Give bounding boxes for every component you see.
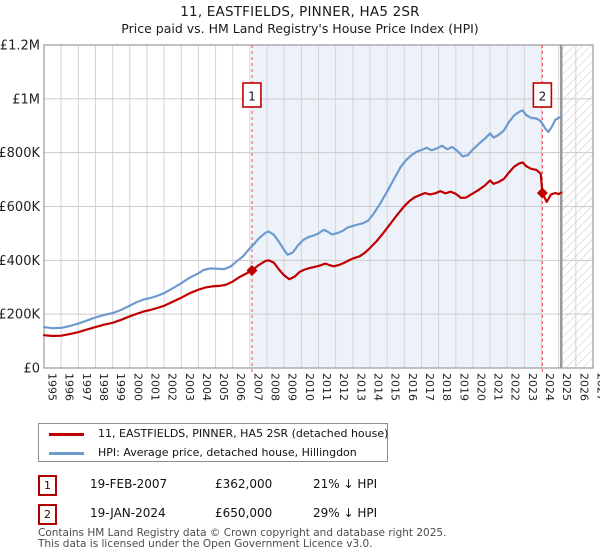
x-axis-tick-label: 2001: [148, 373, 161, 401]
legend-item-hpi: HPI: Average price, detached house, Hill…: [39, 444, 387, 462]
price-line: [42, 161, 563, 338]
sale-point-marker: [536, 187, 548, 199]
x-axis-tick-label: 2018: [440, 373, 453, 401]
x-axis-tick-label: 2023: [526, 373, 539, 401]
x-axis-tick-label: 2026: [577, 373, 590, 401]
x-axis-tick-label: 2017: [423, 373, 436, 401]
x-axis-tick-label: 2022: [509, 373, 522, 401]
x-axis-tick-label: 2027: [595, 373, 600, 401]
transaction-hpi-delta: 29% ↓ HPI: [313, 506, 378, 520]
footer-line: Contains HM Land Registry data © Crown c…: [38, 527, 447, 539]
y-axis-tick-label: £1.2M: [0, 39, 40, 54]
chart-title: 11, EASTFIELDS, PINNER, HA5 2SR: [180, 4, 420, 20]
x-axis-tick-label: 1998: [97, 373, 110, 401]
transaction-2-badge: 2: [38, 504, 57, 525]
chart-plot-area: 1 2 £0 £200K £400K £600K £800K £1M £1.2M 1995 1996…: [0, 39, 600, 402]
x-axis-tick-label: 2011: [320, 373, 333, 401]
transaction-date: 19-FEB-2007: [90, 477, 168, 491]
legend-item-label: HPI: Average price, detached house, Hill…: [98, 446, 357, 459]
plot-border: [43, 44, 594, 369]
license-footer: Contains HM Land Registry data © Crown c…: [38, 528, 598, 549]
x-axis-tick-label: 2012: [337, 373, 350, 401]
y-axis-tick-label: £200K: [0, 308, 40, 323]
hpi-line-swatch: [49, 452, 84, 455]
x-axis-tick-label: 2002: [166, 373, 179, 401]
x-axis-tick-label: 2019: [457, 373, 470, 401]
legend-item-price: 11, EASTFIELDS, PINNER, HA5 2SR (detache…: [39, 425, 389, 443]
x-axis-tick-label: 2014: [371, 373, 384, 401]
y-axis-tick-label: £400K: [0, 254, 40, 269]
x-axis-tick-label: 1995: [46, 373, 59, 401]
price-chart-canvas: 1 2 £0 £200K £400K £600K £800K £1M £1.2M 1995 1996…: [0, 39, 600, 402]
transaction-price: £362,000: [215, 477, 273, 491]
y-axis-tick-label: £0: [23, 362, 40, 377]
x-axis-tick-label: 2005: [217, 373, 230, 401]
x-axis-tick-label: 2006: [234, 373, 247, 401]
price-line-swatch: [49, 433, 84, 436]
x-axis-tick-label: 2015: [389, 373, 402, 401]
y-axis-tick-label: £1M: [12, 92, 40, 107]
table-row: 1 19-FEB-2007 £362,000 21% ↓ HPI: [0, 475, 600, 496]
y-axis-tick-label: £600K: [0, 200, 40, 215]
transaction-1-badge: 1: [38, 475, 57, 496]
legend-item-label: 11, EASTFIELDS, PINNER, HA5 2SR (detache…: [98, 427, 389, 440]
x-axis-tick-label: 2025: [560, 373, 573, 401]
x-axis-tick-label: 1997: [80, 373, 93, 401]
transaction-date: 19-JAN-2024: [90, 506, 166, 520]
sale-marker-badge-label: 2: [539, 90, 547, 104]
x-axis-tick-label: 2003: [183, 373, 196, 401]
hpi-line: [42, 109, 563, 330]
x-axis-tick-label: 2020: [474, 373, 487, 401]
x-axis-tick-label: 2000: [131, 373, 144, 401]
x-axis-tick-label: 1996: [63, 373, 76, 401]
x-axis-tick-label: 2024: [543, 373, 556, 401]
x-axis-tick-label: 2008: [269, 373, 282, 401]
x-axis-tick-label: 1999: [114, 373, 127, 401]
sale-point-marker: [246, 265, 258, 277]
x-axis-tick-label: 2016: [406, 373, 419, 401]
chart-subtitle: Price paid vs. HM Land Registry's House …: [121, 21, 479, 36]
transaction-price: £650,000: [215, 506, 273, 520]
x-axis-tick-label: 2009: [286, 373, 299, 401]
legend: 11, EASTFIELDS, PINNER, HA5 2SR (detache…: [38, 423, 388, 462]
x-axis-tick-label: 2010: [303, 373, 316, 401]
x-axis-tick-label: 2004: [200, 373, 213, 401]
x-axis-tick-label: 2007: [251, 373, 264, 401]
sale-marker-badge: [242, 82, 262, 108]
sale-marker-badge-label: 1: [248, 90, 256, 104]
footer-line: This data is licensed under the Open Gov…: [38, 537, 373, 550]
y-axis-tick-label: £800K: [0, 146, 40, 161]
x-axis-tick-label: 2021: [492, 373, 505, 401]
sale-marker-badge: [532, 82, 553, 108]
table-row: 2 19-JAN-2024 £650,000 29% ↓ HPI: [0, 504, 600, 525]
transaction-hpi-delta: 21% ↓ HPI: [313, 477, 378, 491]
x-axis-tick-label: 2013: [354, 373, 367, 401]
